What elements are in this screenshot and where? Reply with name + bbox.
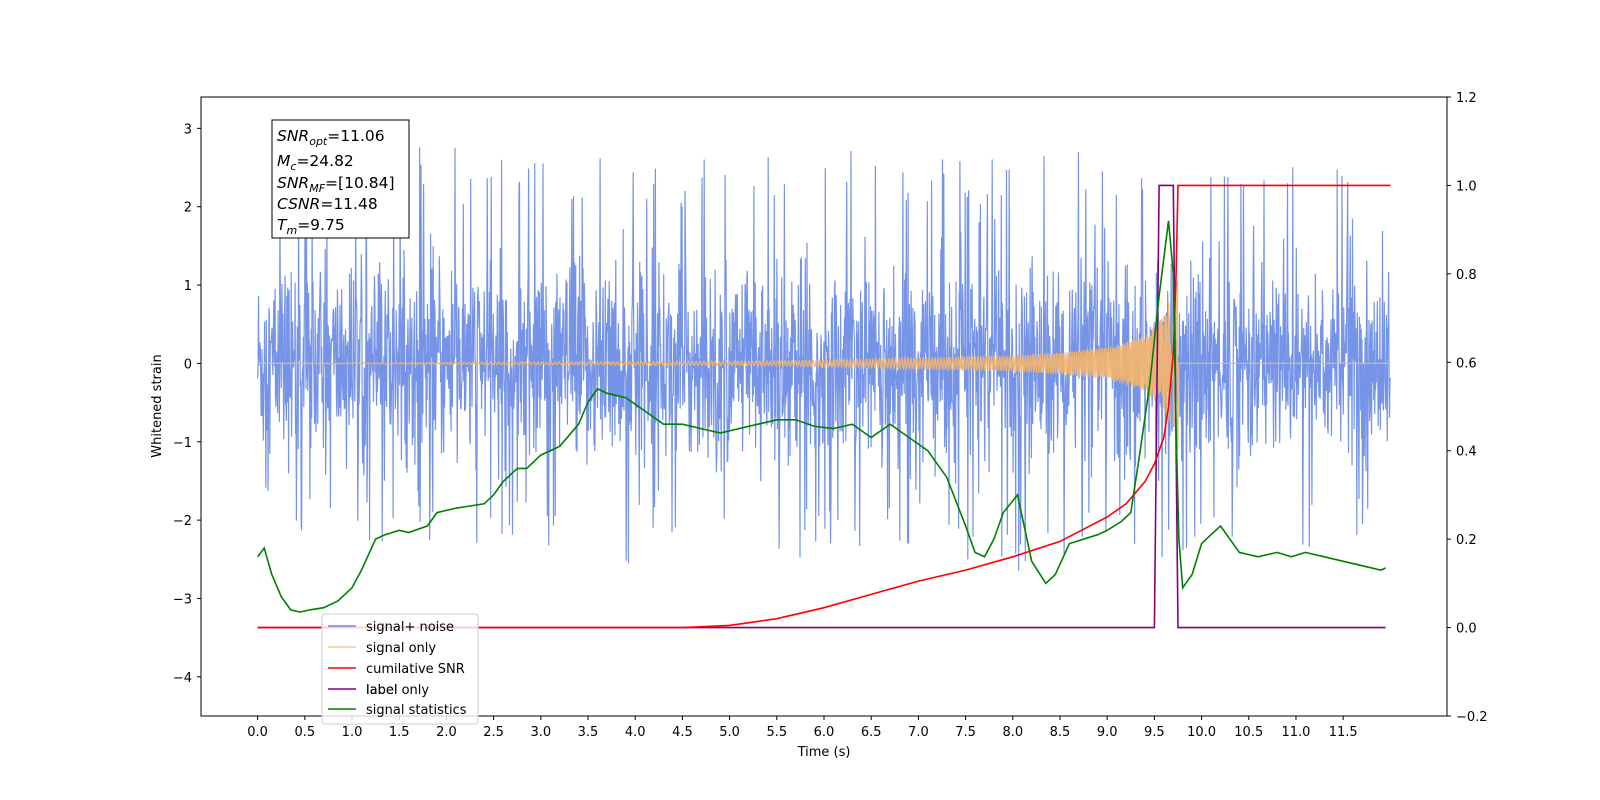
legend-label: signal+ noise: [366, 620, 454, 635]
y-left-tick-label: −3: [173, 592, 192, 607]
y-axis-label-left: Whitened strain: [150, 354, 165, 457]
legend-label: label: [366, 683, 397, 698]
x-tick-label: 8.5: [1050, 725, 1071, 740]
x-tick-label: 1.5: [389, 725, 410, 740]
y-right-tick-label: 0.2: [1456, 533, 1477, 548]
x-tick-label: 7.0: [908, 725, 929, 740]
annotation-line: Tm=9.75: [277, 216, 345, 237]
legend-frame: [321, 613, 479, 725]
y-right-tick-label: 0.4: [1456, 445, 1477, 460]
x-tick-label: 11.0: [1281, 725, 1310, 740]
x-tick-label: 8.0: [1002, 725, 1023, 740]
x-tick-label: 10.0: [1187, 725, 1216, 740]
y-right-tick-label: −0.2: [1456, 710, 1488, 725]
y-left-tick-label: −2: [173, 514, 192, 529]
y-right-tick-label: 0.6: [1456, 356, 1477, 371]
y-left-tick-label: 1: [184, 279, 192, 294]
x-tick-label: 3.5: [578, 725, 599, 740]
y-left-tick-label: 3: [184, 122, 192, 137]
series-signal-only-line: [257, 280, 1391, 450]
x-tick-label: 1.0: [342, 725, 363, 740]
x-tick-label: 6.0: [814, 725, 835, 740]
x-tick-label: 9.5: [1144, 725, 1165, 740]
series-cumulative-snr-line: [257, 184, 1391, 629]
annotation-frame: [271, 119, 410, 239]
plot-area: [256, 147, 1391, 629]
y-left-tick-label: 0: [184, 357, 192, 372]
legend-label: label only: [366, 683, 429, 698]
legend-label: signal only: [366, 641, 436, 656]
x-tick-label: 5.5: [766, 725, 787, 740]
x-tick-label: 10.5: [1234, 725, 1263, 740]
annotation-line: Mc=24.82: [277, 152, 354, 173]
y-left-tick-label: −4: [173, 671, 192, 686]
y-right-tick-label: 0.8: [1456, 268, 1477, 283]
x-tick-label: 5.0: [719, 725, 740, 740]
y-right-tick-label: 0.0: [1456, 622, 1477, 637]
x-tick-label: 7.5: [955, 725, 976, 740]
x-tick-label: 3.0: [530, 725, 551, 740]
x-tick-label: 4.0: [625, 725, 646, 740]
x-tick-label: 9.0: [1097, 725, 1118, 740]
annotation-line: SNRopt=11.06: [277, 127, 385, 148]
annotation-line: CSNR=11.48: [277, 195, 378, 213]
legend: label only signal+ noise signal only cumila…: [321, 613, 479, 725]
x-tick-label: 2.0: [436, 725, 457, 740]
y-right-tick-label: 1.2: [1456, 91, 1477, 106]
x-tick-label: 0.5: [294, 725, 315, 740]
annotation-line: SNRMF=[10.84]: [277, 174, 395, 195]
y-left-tick-label: 2: [184, 201, 192, 216]
x-tick-label: 0.0: [247, 725, 268, 740]
x-axis-label: Time (s): [797, 745, 851, 760]
annotation-box: SNRopt=11.06 Mc=24.82SNRMF=[10.84]CSNR=11…: [271, 119, 410, 239]
legend-label: cumilative SNR: [366, 662, 465, 677]
series-signal-statistics-line: [256, 220, 1386, 613]
y-left-tick-label: −1: [173, 436, 192, 451]
series-label-line: [257, 184, 1386, 629]
x-tick-label: 2.5: [483, 725, 504, 740]
x-tick-label: 4.5: [672, 725, 693, 740]
series-signal-noise-line: [257, 147, 1391, 571]
axes: 0.0 0.5 1.0 1.5 2.0 2.5 3.0 3.5 4.0 4.5 5.0 5.5 6.0 6…: [173, 91, 1488, 740]
x-tick-label: 6.5: [861, 725, 882, 740]
y-right-tick-label: 1.0: [1456, 179, 1477, 194]
legend-label: signal statistics: [366, 703, 467, 718]
x-tick-label: 11.5: [1329, 725, 1358, 740]
